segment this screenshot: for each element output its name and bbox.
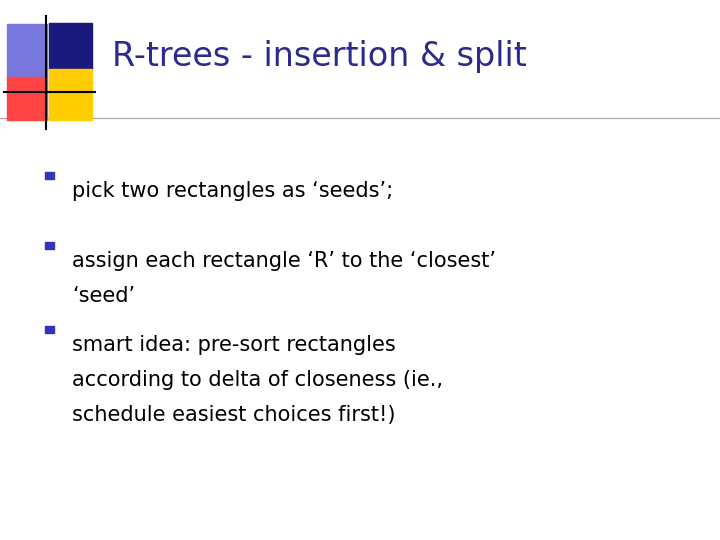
Text: pick two rectangles as ‘seeds’;: pick two rectangles as ‘seeds’;: [72, 181, 393, 201]
Text: assign each rectangle ‘R’ to the ‘closest’: assign each rectangle ‘R’ to the ‘closes…: [72, 251, 496, 271]
Text: ‘seed’: ‘seed’: [72, 286, 135, 306]
Text: R-trees - insertion & split: R-trees - insertion & split: [112, 40, 526, 73]
Bar: [49, 23, 92, 70]
Bar: [45, 326, 54, 333]
Bar: [45, 242, 54, 249]
Bar: [7, 24, 47, 78]
Bar: [7, 77, 47, 120]
Text: smart idea: pre-sort rectangles: smart idea: pre-sort rectangles: [72, 335, 396, 355]
Bar: [45, 172, 54, 179]
Text: schedule easiest choices first!): schedule easiest choices first!): [72, 405, 395, 425]
Bar: [49, 69, 92, 120]
Text: according to delta of closeness (ie.,: according to delta of closeness (ie.,: [72, 370, 443, 390]
